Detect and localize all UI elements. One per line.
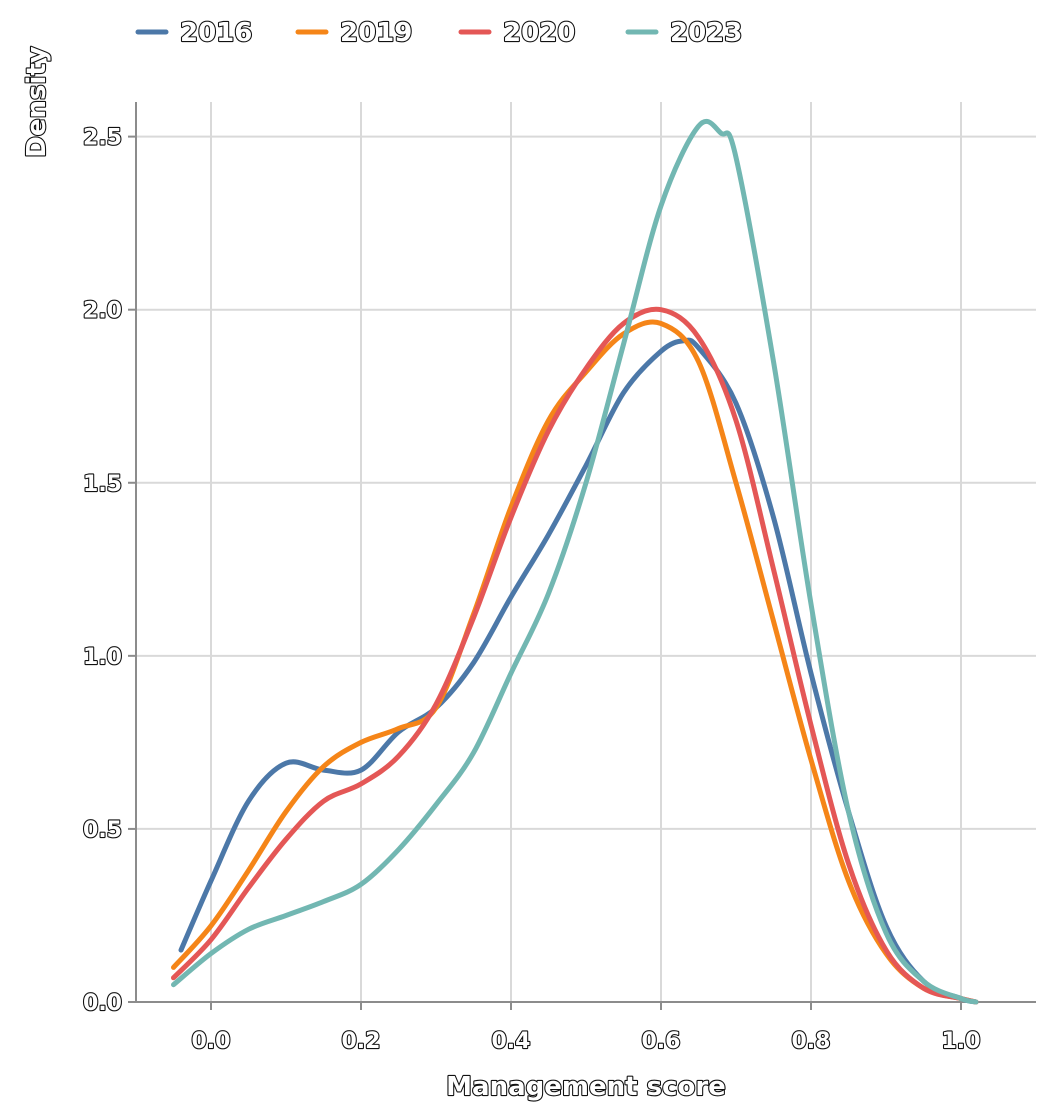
y-tick-label: 2.0 (83, 299, 122, 324)
y-axis-title: Density (22, 46, 52, 158)
x-axis-title: Management score (446, 1072, 726, 1102)
series-line-2023 (171, 118, 979, 1005)
axes: 0.0 0.2 0.4 0.6 0.8 1.0 0.0 0.5 1.0 1.5 2.0 2.5 (82, 102, 1036, 1055)
x-tick-label: 1.0 (942, 1029, 981, 1054)
y-tick-label: 0.0 (83, 991, 122, 1016)
x-tick-label: 0.4 (492, 1029, 531, 1054)
legend: 2016 2019 2020 2023 (135, 17, 743, 49)
y-tick-label: 0.5 (83, 818, 122, 843)
x-tick-label: 0.2 (342, 1029, 381, 1054)
legend-label-2020: 2020 (503, 18, 575, 48)
legend-label-2019: 2019 (340, 18, 412, 48)
series-line-2020 (171, 306, 979, 1005)
y-tick-label: 1.0 (83, 645, 122, 670)
grid (136, 102, 1036, 1003)
y-tick-label: 2.5 (83, 126, 122, 151)
legend-label-2016: 2016 (180, 18, 252, 48)
x-tick-label: 0.6 (642, 1029, 681, 1054)
x-tick-label: 0.0 (192, 1029, 231, 1054)
series-lines (171, 118, 979, 1005)
legend-label-2023: 2023 (670, 18, 742, 48)
series-line-2019 (171, 319, 979, 1005)
x-tick-label: 0.8 (792, 1029, 831, 1054)
y-tick-label: 1.5 (83, 472, 122, 497)
